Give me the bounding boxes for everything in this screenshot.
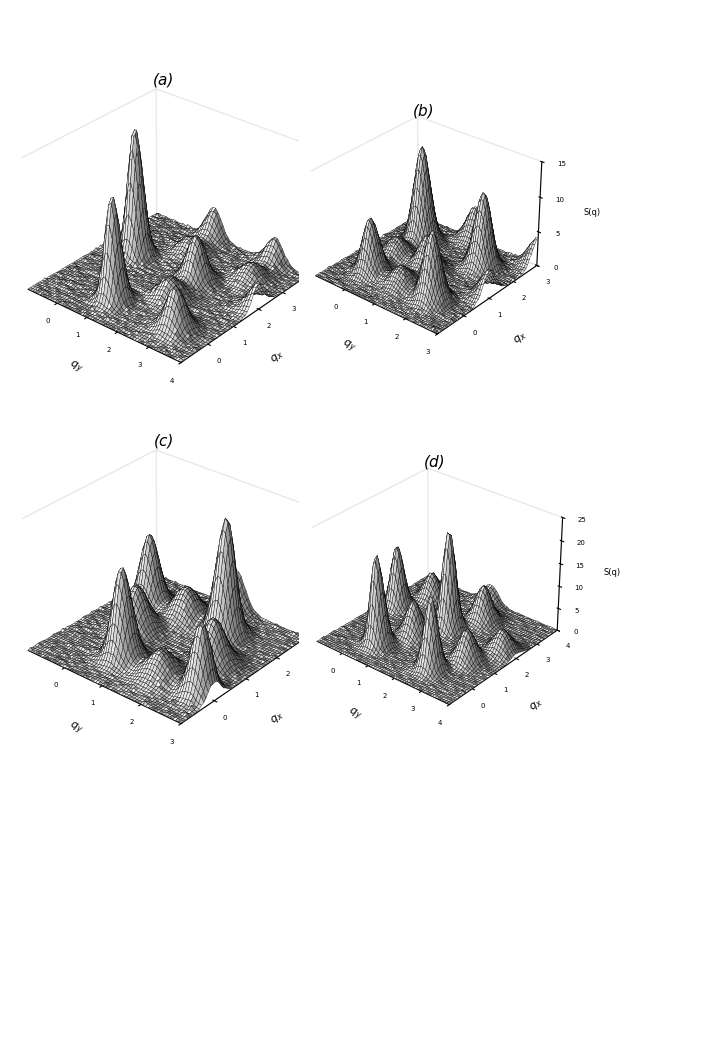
Text: (c): (c) [154,433,174,449]
X-axis label: $q_y$: $q_y$ [339,337,357,356]
Y-axis label: $q_x$: $q_x$ [268,348,286,366]
Y-axis label: $q_x$: $q_x$ [528,697,545,714]
Text: (a): (a) [153,72,174,88]
Text: (b): (b) [413,103,434,118]
Y-axis label: $q_x$: $q_x$ [511,329,529,346]
X-axis label: $q_y$: $q_y$ [66,719,85,738]
X-axis label: $q_y$: $q_y$ [345,705,364,724]
Y-axis label: $q_x$: $q_x$ [268,709,286,727]
X-axis label: $q_y$: $q_y$ [66,358,85,377]
Text: (d): (d) [424,455,445,469]
